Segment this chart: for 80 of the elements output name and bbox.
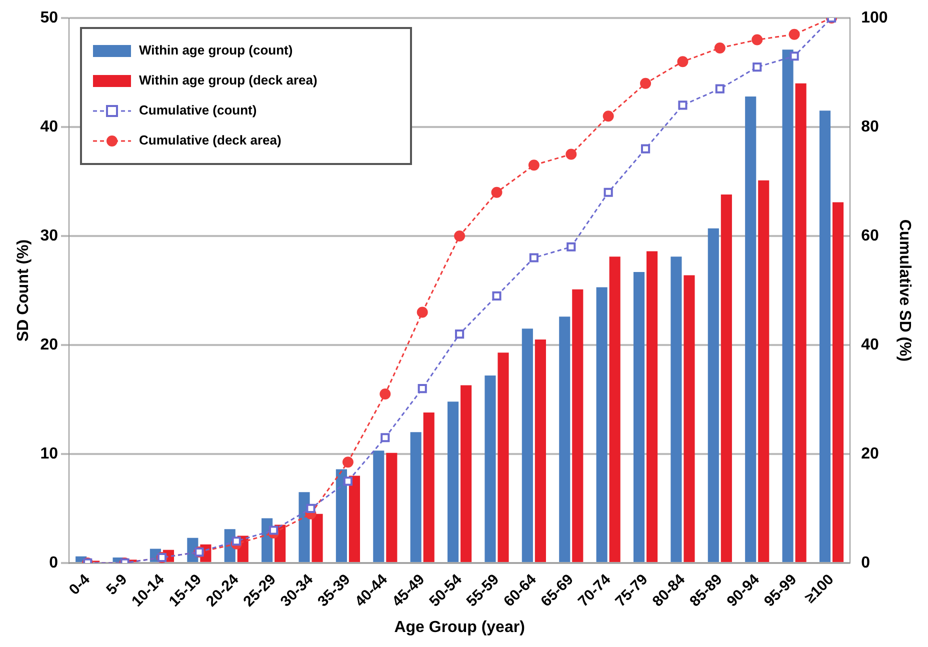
bar bbox=[373, 450, 384, 562]
point bbox=[455, 330, 464, 339]
bar bbox=[670, 256, 682, 562]
point bbox=[788, 28, 800, 40]
point bbox=[454, 230, 466, 242]
point bbox=[269, 526, 278, 535]
point bbox=[306, 504, 316, 513]
bar bbox=[633, 272, 645, 562]
point bbox=[604, 188, 613, 197]
bar bbox=[609, 256, 620, 562]
point bbox=[416, 306, 428, 318]
legend-label: Cumulative (deck area) bbox=[138, 132, 282, 148]
legend-label: Within age group (deck area) bbox=[138, 72, 318, 88]
point bbox=[640, 78, 652, 89]
x-tick-label: 0-4 bbox=[66, 570, 94, 598]
bar bbox=[386, 452, 398, 562]
point bbox=[492, 291, 502, 300]
x-axis-title: Age Group (year) bbox=[394, 618, 525, 636]
bar bbox=[448, 402, 459, 562]
point bbox=[342, 456, 354, 468]
point bbox=[380, 388, 391, 400]
bar bbox=[646, 251, 658, 562]
bar bbox=[684, 275, 695, 562]
point bbox=[752, 34, 763, 46]
y-tick-label: 0 bbox=[49, 554, 58, 572]
bar bbox=[745, 96, 756, 562]
point bbox=[790, 52, 799, 61]
y2-tick-label: 100 bbox=[861, 9, 888, 26]
point bbox=[343, 476, 352, 486]
point bbox=[528, 160, 540, 171]
y2-axis-title: Cumulative SD (%) bbox=[896, 219, 913, 362]
y-tick-label: 20 bbox=[40, 336, 58, 354]
bar bbox=[460, 385, 472, 562]
point bbox=[677, 56, 688, 68]
y-tick-label: 50 bbox=[40, 9, 58, 26]
point bbox=[678, 100, 688, 110]
bar bbox=[534, 340, 546, 562]
y-tick-label: 10 bbox=[40, 445, 58, 462]
bar bbox=[832, 202, 844, 562]
bar bbox=[708, 228, 719, 562]
point bbox=[714, 42, 726, 54]
point bbox=[491, 186, 502, 198]
bar bbox=[410, 432, 422, 562]
bar bbox=[819, 110, 831, 562]
legend-label: Cumulative (count) bbox=[138, 102, 257, 118]
point bbox=[566, 242, 576, 252]
y2-tick-label: 0 bbox=[861, 554, 870, 572]
y2-tick-label: 40 bbox=[861, 336, 880, 354]
y2-tick-label: 60 bbox=[861, 227, 880, 244]
point bbox=[752, 62, 762, 72]
bar bbox=[758, 180, 770, 562]
point bbox=[640, 144, 650, 154]
y-tick-label: 30 bbox=[40, 227, 58, 244]
legend-label: Within age group (count) bbox=[138, 42, 293, 58]
bar bbox=[720, 194, 732, 562]
bar bbox=[522, 328, 533, 562]
x-tick-label: 5-9 bbox=[103, 571, 131, 598]
bar bbox=[423, 412, 434, 562]
bar bbox=[559, 316, 570, 562]
bar bbox=[348, 476, 360, 562]
point bbox=[566, 148, 577, 160]
y2-tick-label: 20 bbox=[861, 445, 880, 462]
bar bbox=[782, 50, 794, 562]
bar bbox=[298, 492, 310, 562]
bar bbox=[498, 352, 509, 562]
bar bbox=[572, 289, 584, 562]
point bbox=[715, 84, 724, 94]
point bbox=[529, 253, 538, 262]
bar bbox=[336, 469, 347, 562]
point bbox=[380, 433, 390, 442]
bar bbox=[596, 287, 608, 562]
bar bbox=[484, 375, 496, 562]
y2-tick-label: 80 bbox=[861, 118, 880, 136]
point bbox=[418, 384, 427, 394]
y-tick-label: 40 bbox=[40, 118, 58, 136]
point bbox=[602, 110, 614, 122]
y-axis-title: SD Count (%) bbox=[15, 239, 32, 342]
bar bbox=[795, 83, 806, 562]
point bbox=[232, 536, 241, 546]
bar bbox=[312, 514, 323, 562]
